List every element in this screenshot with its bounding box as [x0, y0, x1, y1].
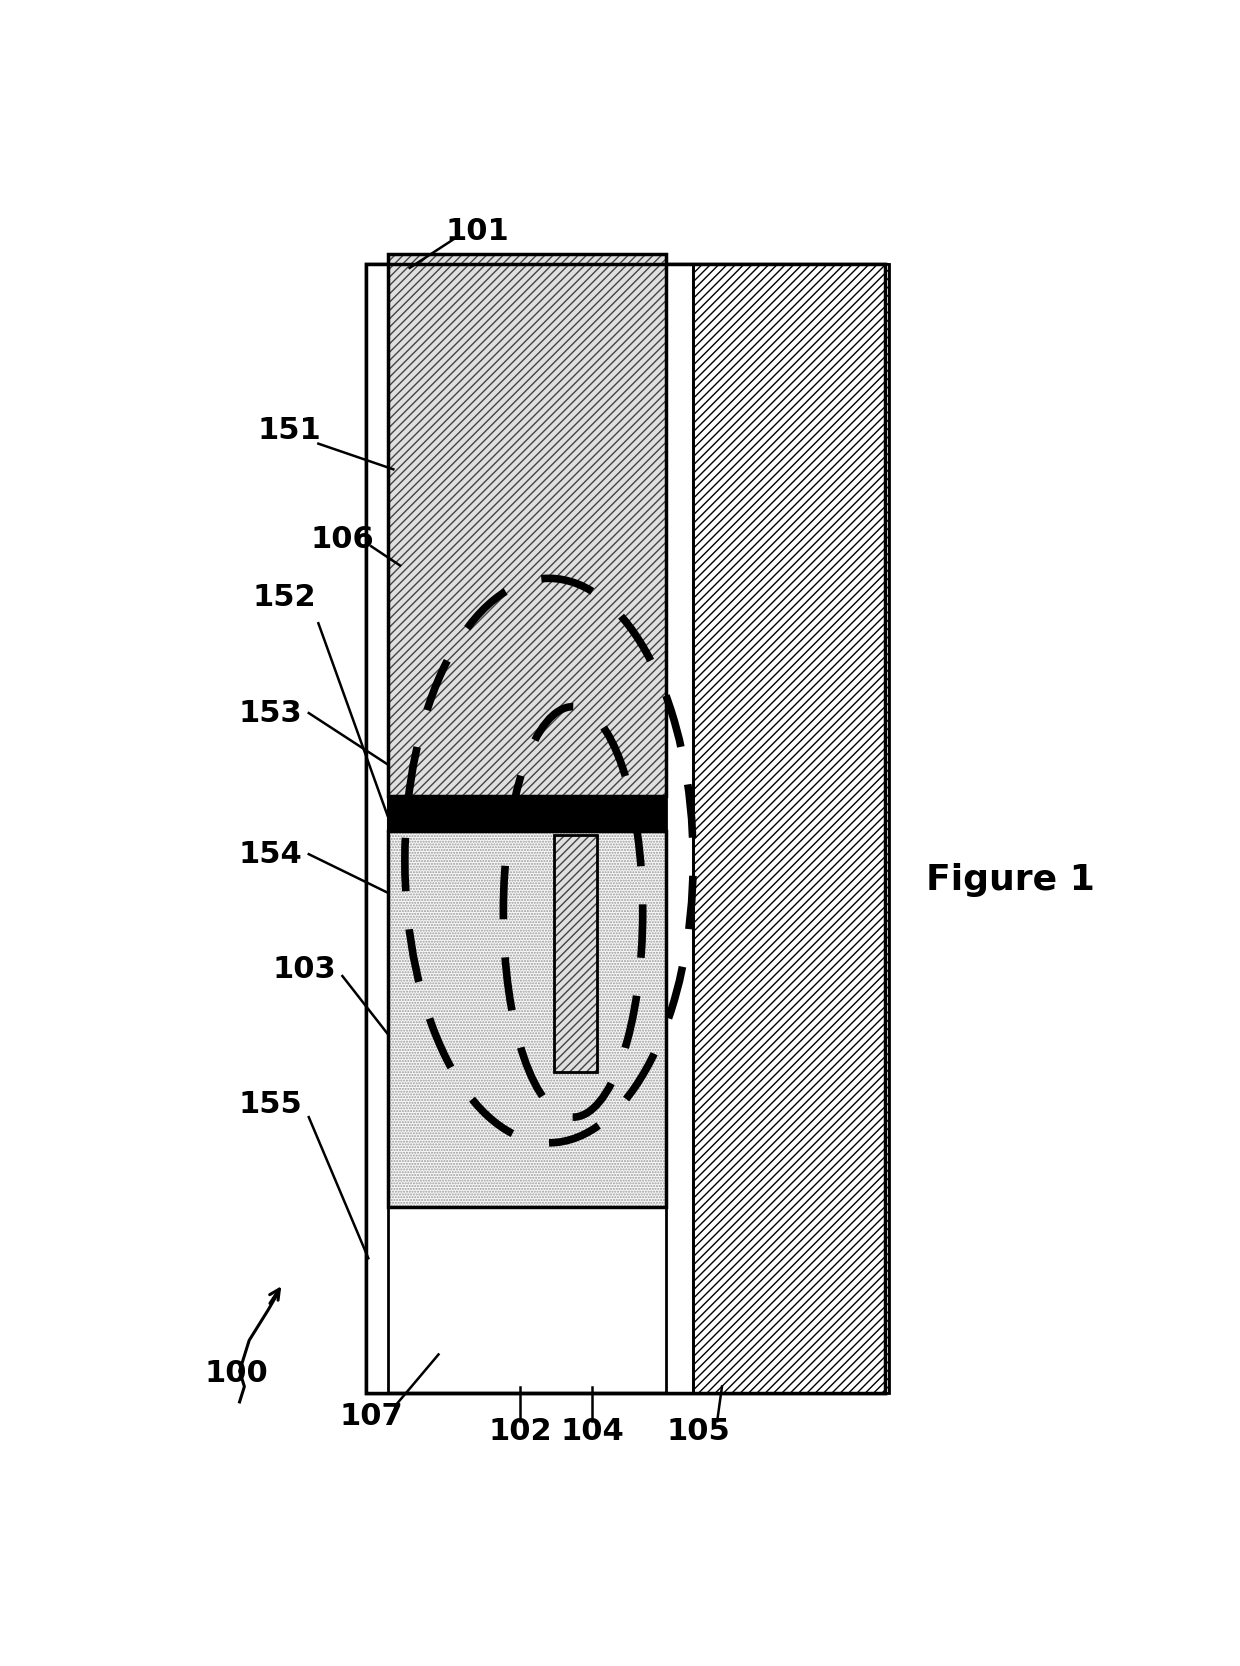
Text: 155: 155: [238, 1090, 303, 1120]
Text: 153: 153: [238, 698, 303, 728]
Text: 151: 151: [258, 416, 321, 445]
Bar: [388, 796, 666, 831]
Bar: [367, 265, 388, 1393]
Bar: [554, 835, 598, 1073]
Bar: [693, 265, 889, 1393]
Text: 103: 103: [272, 955, 336, 985]
Text: 102: 102: [489, 1416, 552, 1446]
Bar: [554, 835, 598, 1073]
Bar: [388, 831, 666, 1206]
Text: 106: 106: [310, 525, 374, 555]
Bar: [693, 265, 889, 1393]
Text: 104: 104: [560, 1416, 624, 1446]
Bar: [388, 831, 666, 1206]
Text: 154: 154: [238, 840, 303, 868]
Text: 101: 101: [445, 218, 508, 247]
Bar: [367, 265, 885, 1393]
Text: Figure 1: Figure 1: [926, 863, 1095, 896]
Bar: [388, 253, 666, 796]
Text: 105: 105: [666, 1416, 730, 1446]
Text: 107: 107: [340, 1401, 403, 1431]
Text: 152: 152: [253, 583, 316, 611]
Text: 100: 100: [205, 1359, 269, 1388]
Bar: [666, 265, 693, 1393]
Bar: [388, 253, 666, 796]
Bar: [367, 265, 885, 1393]
